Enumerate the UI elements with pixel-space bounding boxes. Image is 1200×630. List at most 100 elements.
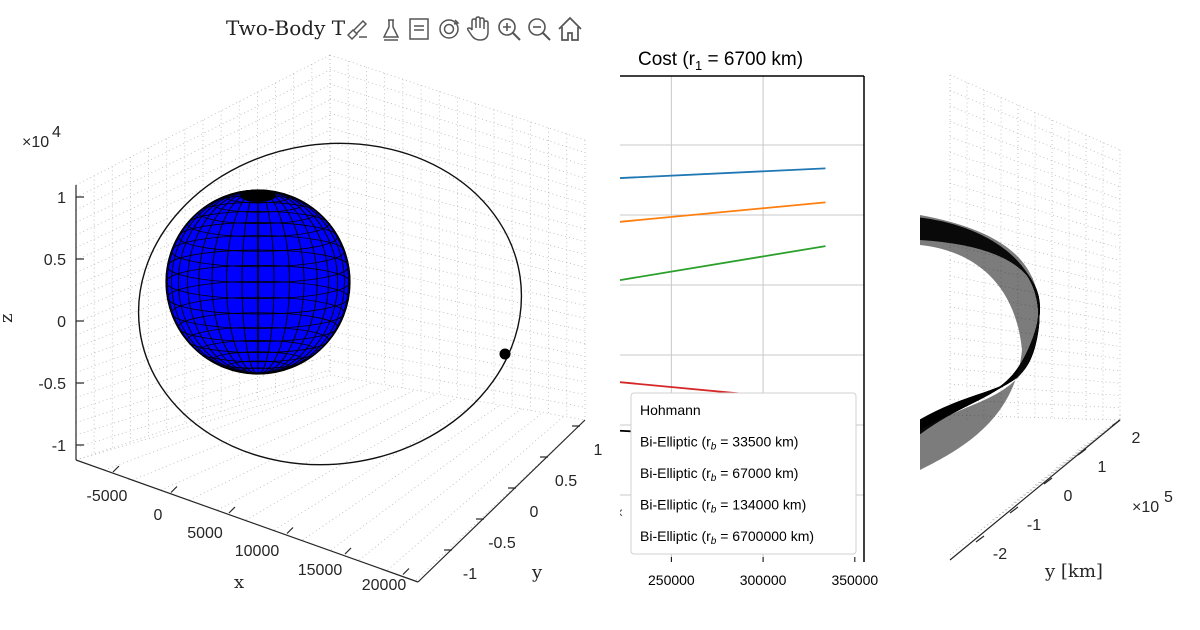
x-tick-label: 0 [154,507,163,524]
x-tick [344,547,352,555]
left-grid-line [75,144,331,261]
left-orbit [137,142,523,466]
right-grid-line [949,136,1121,200]
legend-entry: Bi-Elliptic (rb = 67000 km) [640,465,798,484]
left-grid-line [387,415,565,571]
right-grid-line [949,321,1121,347]
z-tick-label: 0.5 [44,252,66,269]
right-y-tick [1111,419,1121,427]
pan-icon[interactable] [466,16,489,41]
right-tick-labels: 2 1 0 -1 -2 [993,430,1141,563]
left-grid-line [75,384,331,461]
left-grid-line [75,84,331,211]
x-tick [170,486,178,493]
right-y-tick [1043,477,1053,485]
right-grid-line [949,198,1121,249]
right-grid-line [949,419,1121,556]
z-tick-label: 0 [57,314,66,331]
left-exponent-label: ×10 [22,134,49,151]
right-grid-line [949,275,1121,310]
legend-icon[interactable] [409,18,429,40]
sphere-latitude [177,312,339,342]
x-tick-label: -5000 [87,488,128,505]
right-y-tick [975,535,985,543]
left-grid-line [330,408,522,551]
right-3d-plot-panel: 2 1 0 -1 -2 ×10 5 y [km] [920,0,1200,630]
series-line [620,201,826,223]
transfer-surface [920,215,1040,470]
right-y-tick [1077,448,1087,456]
left-plot-title: Two-Body T [226,16,346,40]
right-grid-line [949,105,1121,175]
x-tick-label: 15000 [298,562,343,579]
x-tick [286,527,294,534]
left-grid-line [75,354,331,436]
left-exponent-power: 4 [52,124,61,141]
left-grid-line [75,114,331,236]
legend-entry: Bi-Elliptic (rb = 6700000 km) [640,528,814,547]
left-grid-line [329,243,586,306]
right-grid-line [949,290,1121,323]
y-tick-label: -1 [463,566,477,583]
x-tick-label: 20000 [362,577,407,594]
left-grid-line [329,345,586,395]
sphere-latitude [177,222,339,252]
earth-sphere [165,189,351,375]
y-tick-label: 0 [530,504,539,521]
home-icon[interactable] [558,16,582,41]
brush-icon[interactable] [346,19,368,41]
left-grid-line [329,316,586,370]
sphere-pole [240,190,276,202]
left-grid-line [75,339,331,423]
left-grid-line [329,98,586,179]
left-grid-line [329,330,586,383]
right-y-axis-line [949,419,1121,561]
left-grid-line [217,393,437,511]
cost-chart-frame [620,75,865,562]
x-tick-label: 300000 [740,572,787,588]
left-grid-line [329,54,586,141]
plot-toolbar [346,16,582,41]
left-grid-line [329,185,586,255]
left-grid-line [75,99,331,223]
rotate-icon[interactable] [439,19,460,39]
right-grid-line [949,167,1121,225]
cost-chart-svg: Cost (r1 = 6700 km) 250000 300000 350000 ×… [620,49,878,588]
left-3d-plot-panel: 1 0.5 0 -0.5 -1 -5000 0 5000 10000 15000 20000 1 0.5… [0,16,603,594]
left-grid-line [329,83,586,166]
left-grid-line [415,419,586,581]
left-grid-line [329,112,586,192]
left-grid-line [189,389,416,501]
left-grid-line [75,309,331,398]
zoom-out-icon[interactable] [528,18,551,41]
right-exponent-label: ×10 [1132,499,1159,516]
left-grid-line [75,374,331,461]
left-grid-line [329,258,586,319]
left-3d-plot-svg: 1 0.5 0 -0.5 -1 -5000 0 5000 10000 15000 20000 1 0.5… [0,16,603,594]
legend-box [630,392,857,555]
cost-chart-legend: Hohmann Bi-Elliptic (rb = 33500 km) Bi-Ell… [630,392,857,555]
x-tick [112,465,120,473]
z-tick-label: -1 [52,438,66,455]
z-tick-label: -0.5 [38,376,66,393]
sphere-latitude [198,340,318,363]
y-tick-label: -0.5 [488,535,516,552]
right-y-axis-label: y [km] [1044,561,1103,582]
datacursor-icon[interactable] [382,19,400,41]
middle-cost-chart-panel: Cost (r1 = 6700 km) 250000 300000 350000 ×… [620,0,920,630]
x-tick-label: 350000 [831,572,878,588]
right-y-tick-label: 0 [1064,488,1073,505]
right-grid-line [949,352,1121,372]
cost-chart-title: Cost (r1 = 6700 km) [638,49,803,73]
legend-entry: Bi-Elliptic (rb = 33500 km) [640,434,798,453]
left-grid-line [75,324,331,411]
left-grid-line [274,400,479,531]
x-tick-label: 10000 [235,543,280,560]
right-y-tick-label: 2 [1132,430,1141,447]
left-grid-line [329,229,586,294]
y-tick-label: 0.5 [555,473,577,490]
right-y-tick-label: -1 [1027,517,1041,534]
zoom-in-icon[interactable] [498,18,521,41]
right-3d-plot-svg: 2 1 0 -1 -2 ×10 5 y [km] [920,74,1173,582]
left-grid-line [329,69,586,154]
